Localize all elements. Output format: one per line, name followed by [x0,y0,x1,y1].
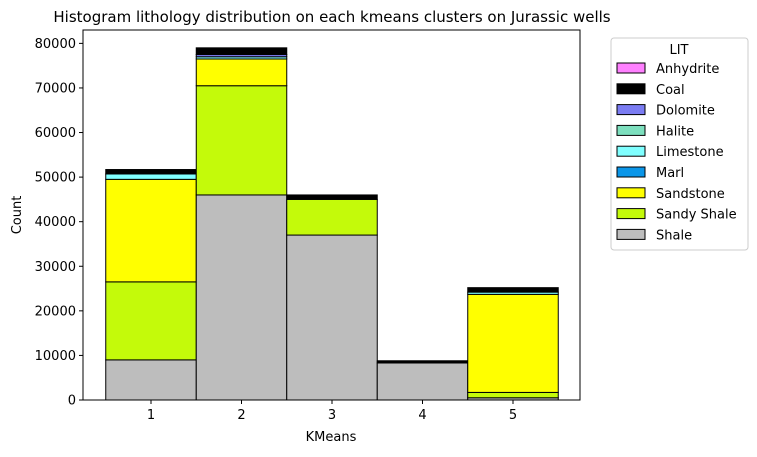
bar-segment-sandstone-1 [105,178,197,283]
legend-label-sandstone: Sandstone [656,187,725,202]
legend-swatch-shale [616,228,646,240]
legend-items: Anhydrite Coal Dolomite Halite Limestone Marl… [616,62,737,243]
y-tick-label: 60000 [35,126,76,141]
y-tick-label: 70000 [35,81,76,96]
legend-swatch-sandy-shale [616,208,646,220]
bar-segment-sandy-shale-1 [105,281,197,361]
bar-segment-shale-2 [195,194,288,401]
bar-segment-limestone-1 [105,173,197,180]
bar-segment-coal-4 [376,360,469,364]
legend-label-marl: Marl [656,166,684,181]
x-tick-label: 4 [418,408,426,423]
bar-segment-shale-1 [105,359,197,401]
legend-label-halite: Halite [656,124,694,139]
bars-group [105,47,559,401]
y-tick-label: 30000 [35,260,76,275]
legend-label-limestone: Limestone [656,145,724,160]
legend-swatch-limestone [616,145,646,157]
bar-segment-shale-4 [376,362,469,401]
chart-title: Histogram lithology distribution on each… [53,8,610,26]
y-tick-label: 40000 [35,215,76,230]
bar-segment-sandstone-2 [195,58,288,87]
y-tick-label: 50000 [35,171,76,186]
y-tick-label: 0 [68,394,76,409]
bar-segment-sandy-shale-3 [286,198,378,236]
legend-swatch-sandstone [616,187,646,199]
bar-segment-coal-5 [467,287,559,293]
bar-segment-shale-3 [286,234,378,401]
legend-label-coal: Coal [656,83,685,98]
bar-segment-sandy-shale-5 [467,391,559,399]
legend-swatch-coal [616,83,646,95]
bar-segment-coal-2 [195,47,288,56]
x-tick-label: 5 [509,408,517,423]
x-axis: 1 2 3 4 5 [147,400,517,423]
legend-label-dolomite: Dolomite [656,104,715,119]
x-axis-label: KMeans [306,430,357,445]
x-tick-label: 3 [328,408,336,423]
legend-label-anhydrite: Anhydrite [656,62,719,77]
legend-swatch-marl [616,166,646,178]
legend-swatch-dolomite [616,104,646,116]
x-tick-label: 2 [237,408,245,423]
bar-segment-sandstone-5 [467,293,559,393]
y-axis: 0 10000 20000 30000 40000 50000 60000 70000 8000… [35,37,83,409]
legend: LIT Anhydrite Coal Dolomite Halite Limestone… [610,37,749,251]
x-tick-label: 1 [147,408,155,423]
legend-swatch-halite [616,124,646,136]
legend-label-shale: Shale [656,228,692,243]
legend-title: LIT [669,43,688,58]
bar-segment-coal-3 [286,194,378,200]
y-tick-label: 80000 [35,37,76,52]
bar-segment-sandy-shale-2 [195,85,288,196]
y-axis-label: Count [10,196,25,235]
legend-swatch-anhydrite [616,62,646,74]
y-tick-label: 20000 [35,304,76,319]
legend-label-sandy-shale: Sandy Shale [656,208,737,223]
y-tick-label: 10000 [35,349,76,364]
bar-segment-coal-1 [105,169,197,175]
